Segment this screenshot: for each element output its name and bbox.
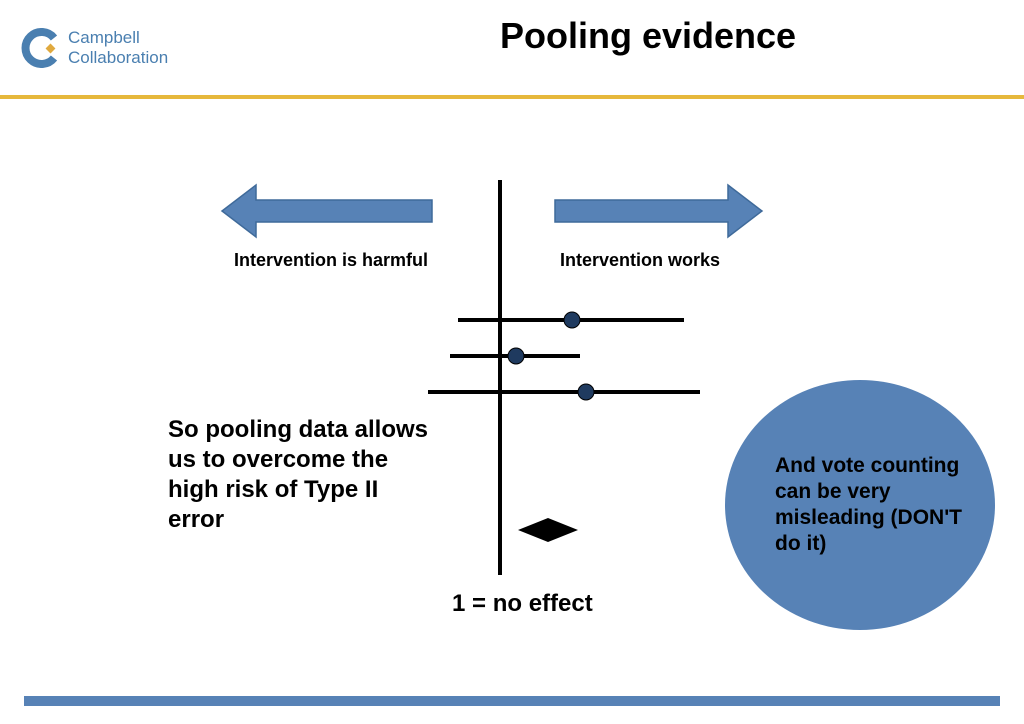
slide-root: Campbell Collaboration Pooling evidence … bbox=[0, 0, 1024, 724]
logo-line2: Collaboration bbox=[68, 48, 168, 68]
logo-text: Campbell Collaboration bbox=[68, 28, 168, 69]
bottom-bar bbox=[24, 696, 1000, 706]
campbell-logo-icon bbox=[20, 28, 60, 68]
header: Campbell Collaboration Pooling evidence bbox=[0, 0, 1024, 95]
slide-title: Pooling evidence bbox=[500, 15, 796, 57]
logo-line1: Campbell bbox=[68, 28, 168, 48]
direction-right-label: Intervention works bbox=[560, 250, 720, 271]
direction-left-label: Intervention is harmful bbox=[234, 250, 428, 271]
axis-label: 1 = no effect bbox=[452, 590, 593, 618]
callout-circle: And vote counting can be very misleading… bbox=[725, 380, 995, 630]
callout-text: And vote counting can be very misleading… bbox=[745, 453, 975, 558]
gold-horizontal-rule bbox=[0, 95, 1024, 99]
body-text: So pooling data allows us to overcome th… bbox=[168, 415, 438, 535]
logo: Campbell Collaboration bbox=[20, 28, 168, 69]
